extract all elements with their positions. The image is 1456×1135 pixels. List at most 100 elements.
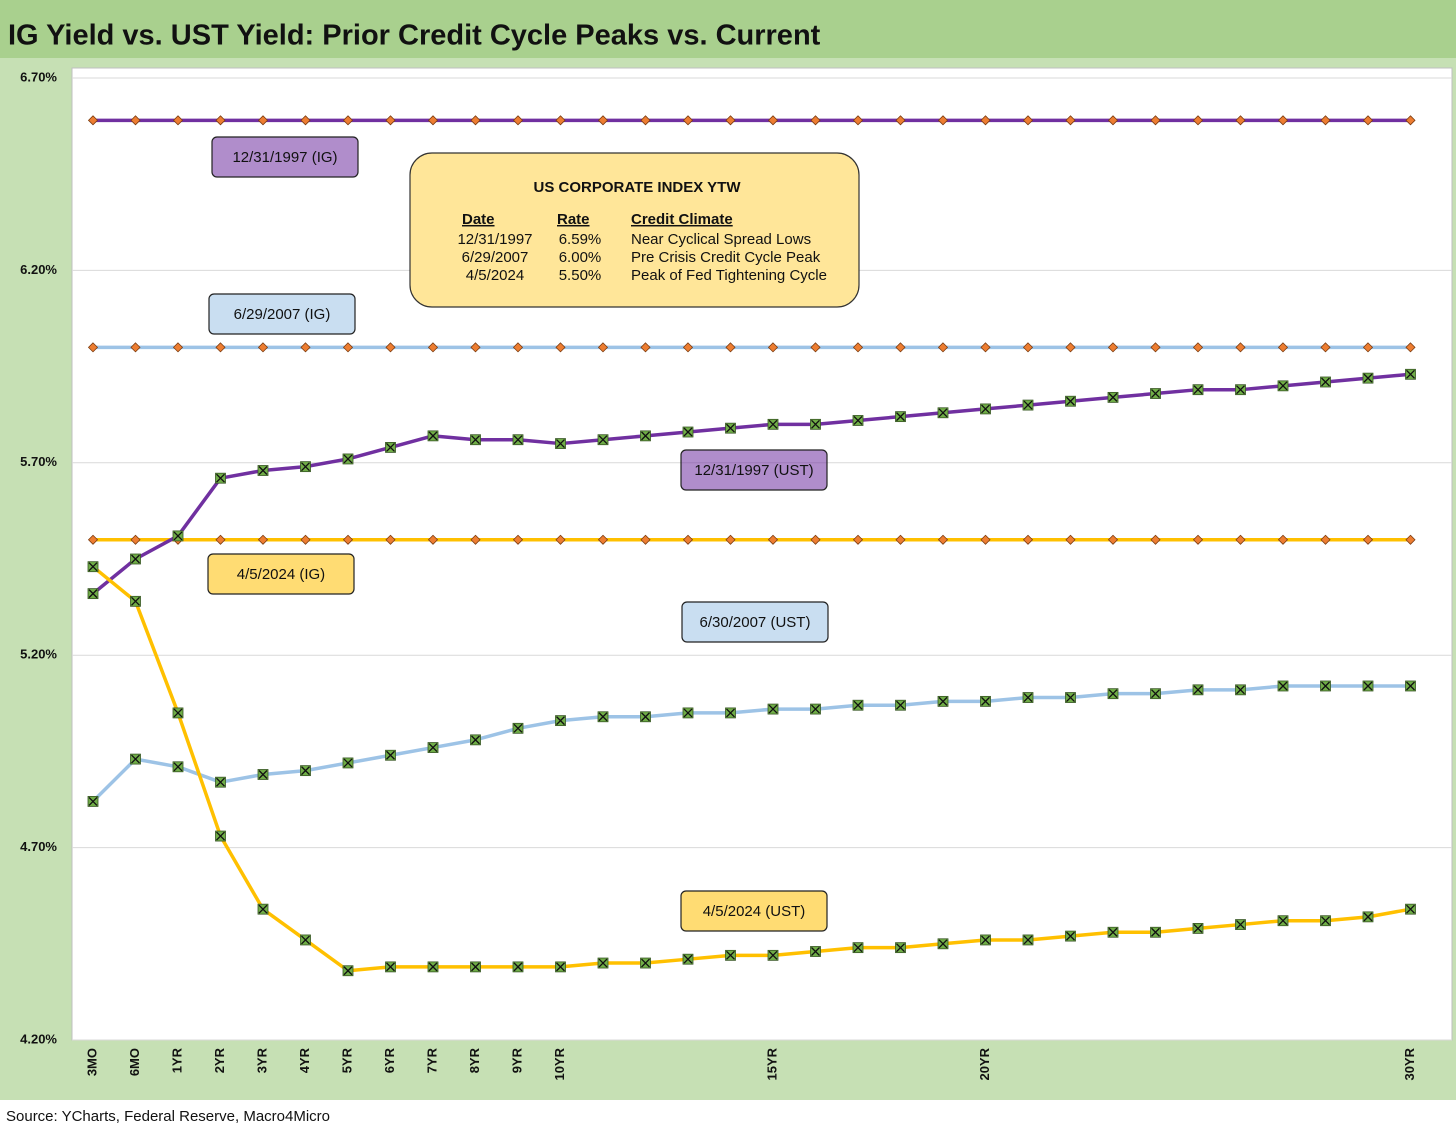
callout-box xyxy=(207,553,355,595)
marker xyxy=(937,938,949,950)
marker xyxy=(810,342,821,353)
marker xyxy=(725,115,736,126)
marker xyxy=(1362,534,1374,545)
callout-label: 12/31/1997 (IG) xyxy=(232,149,337,166)
marker xyxy=(1320,680,1331,692)
marker xyxy=(1235,384,1246,396)
marker-cross xyxy=(896,700,905,710)
marker xyxy=(87,342,99,353)
table-cell: 6/29/2007 xyxy=(462,249,529,266)
marker xyxy=(342,757,354,769)
marker-cross xyxy=(768,419,778,429)
marker-cross xyxy=(1321,377,1330,387)
x-tick-label: 3YR xyxy=(254,1047,269,1073)
marker xyxy=(767,418,779,430)
marker xyxy=(342,453,354,465)
marker xyxy=(555,342,566,353)
marker xyxy=(342,115,354,126)
y-tick-label: 4.70% xyxy=(20,839,57,854)
marker xyxy=(257,342,269,353)
series-line xyxy=(91,372,1411,595)
table-cell: Peak of Fed Tightening Cycle xyxy=(631,267,827,284)
marker xyxy=(597,115,609,126)
marker xyxy=(257,115,269,126)
marker xyxy=(852,534,864,545)
marker xyxy=(215,472,226,484)
callout-label: 4/5/2024 (UST) xyxy=(703,903,806,920)
marker xyxy=(470,961,481,973)
marker xyxy=(1022,399,1034,411)
marker-cross xyxy=(938,696,948,706)
marker xyxy=(852,415,864,426)
marker xyxy=(640,430,651,442)
marker xyxy=(257,465,269,476)
marker-cross xyxy=(938,939,948,949)
marker-cross xyxy=(598,435,608,445)
marker xyxy=(130,534,141,545)
marker xyxy=(895,942,906,954)
marker xyxy=(470,434,481,446)
marker xyxy=(980,934,991,946)
marker xyxy=(1320,534,1331,545)
marker-cross xyxy=(428,962,438,972)
marker xyxy=(1022,534,1034,545)
marker xyxy=(1277,342,1289,353)
marker xyxy=(980,403,991,415)
marker-cross xyxy=(301,766,310,776)
marker-cross xyxy=(131,754,140,764)
marker-cross xyxy=(598,958,608,968)
marker-cross xyxy=(981,404,990,414)
marker-cross xyxy=(641,958,650,968)
marker-cross xyxy=(88,796,98,806)
marker-cross xyxy=(173,762,183,772)
marker xyxy=(555,438,566,449)
marker xyxy=(385,442,396,453)
table-cell: 4/5/2024 xyxy=(466,267,524,284)
marker xyxy=(1277,534,1289,545)
marker-cross xyxy=(301,462,310,472)
y-tick-label: 5.20% xyxy=(20,647,57,662)
x-tick-label: 4YR xyxy=(297,1047,312,1073)
marker xyxy=(810,534,821,545)
marker xyxy=(470,342,481,353)
y-tick-label: 6.70% xyxy=(20,69,57,84)
marker-cross xyxy=(513,962,523,972)
marker-cross xyxy=(513,723,523,733)
marker xyxy=(682,342,694,353)
marker xyxy=(1362,342,1374,353)
marker-cross xyxy=(1321,916,1330,926)
marker xyxy=(257,534,269,545)
marker xyxy=(980,534,991,545)
marker xyxy=(555,115,566,126)
table-cell: Near Cyclical Spread Lows xyxy=(631,231,811,248)
marker xyxy=(980,342,991,353)
marker-cross xyxy=(683,427,693,437)
marker xyxy=(300,115,311,126)
marker xyxy=(682,115,694,126)
x-tick-label: 6YR xyxy=(382,1047,397,1073)
table-header: Date xyxy=(462,211,495,228)
marker xyxy=(215,830,226,842)
table-cell: 12/31/1997 xyxy=(457,231,532,248)
y-tick-label: 5.70% xyxy=(20,454,57,469)
marker xyxy=(215,534,226,545)
marker xyxy=(172,115,184,126)
marker xyxy=(1107,688,1119,700)
marker xyxy=(1107,115,1119,126)
marker xyxy=(597,534,609,545)
marker xyxy=(130,753,141,765)
marker xyxy=(512,534,524,545)
marker xyxy=(767,115,779,126)
marker-cross xyxy=(1406,369,1415,379)
marker-cross xyxy=(641,712,650,722)
marker xyxy=(1362,372,1374,384)
marker xyxy=(937,695,949,707)
marker xyxy=(1405,534,1416,545)
marker-cross xyxy=(386,750,395,760)
x-tick-label: 5YR xyxy=(339,1047,354,1073)
marker-cross xyxy=(853,416,863,425)
marker xyxy=(895,534,906,545)
marker xyxy=(1150,115,1161,126)
marker xyxy=(1150,926,1161,938)
